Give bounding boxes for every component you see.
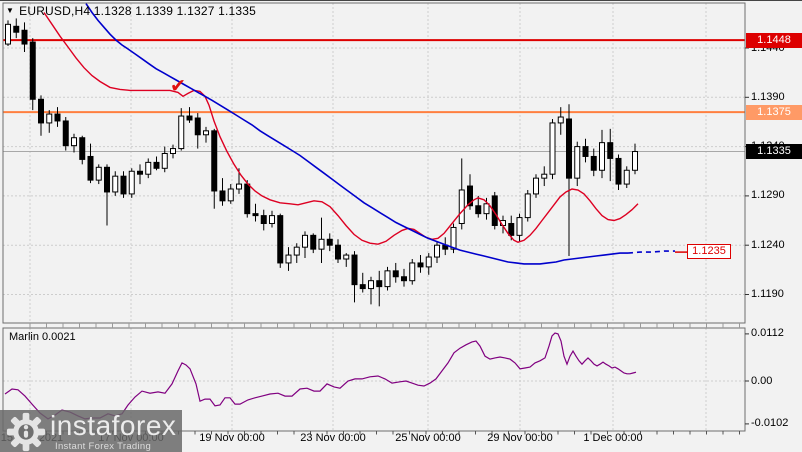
gear-icon (6, 412, 46, 452)
price-tag-projection: 1.1235 (687, 244, 731, 260)
watermark-brand: instaforex (50, 410, 177, 441)
checkmark-annotation: ✔ (170, 75, 186, 97)
time-tick-label: 19 Nov 00:00 (199, 432, 265, 444)
price-tag-pivot: 1.1375 (746, 104, 802, 120)
indicator-tick-label: 0.00 (751, 374, 773, 387)
symbol-ohlc-text: EURUSD,H4 1.1328 1.1339 1.1327 1.1335 (19, 4, 257, 18)
symbol-dropdown-icon[interactable]: ▼ (6, 6, 15, 15)
time-tick-label: 25 Nov 00:00 (395, 432, 461, 444)
time-tick-label: 29 Nov 00:00 (487, 432, 553, 444)
price-tag-current-price: 1.1335 (746, 144, 802, 160)
watermark-tagline: Instant Forex Trading (55, 441, 152, 452)
time-tick-label: 23 Nov 00:00 (300, 432, 366, 444)
watermark: instaforex Instant Forex Trading (0, 410, 182, 452)
price-tick-label: 1.1290 (751, 189, 785, 202)
price-tag-resistance: 1.1448 (746, 32, 802, 48)
chart-title: ▼ EURUSD,H4 1.1328 1.1339 1.1327 1.1335 (6, 4, 256, 18)
time-tick-label: 1 Dec 00:00 (583, 432, 643, 444)
price-tick-label: 1.1240 (751, 238, 785, 251)
price-tick-label: 1.1390 (751, 90, 785, 103)
indicator-tick-label: 0.0112 (751, 327, 784, 340)
price-tick-label: 1.1190 (751, 288, 784, 300)
indicator-name-label: Marlin 0.0021 (9, 331, 76, 343)
indicator-tick-label: -0.0102 (751, 417, 789, 430)
